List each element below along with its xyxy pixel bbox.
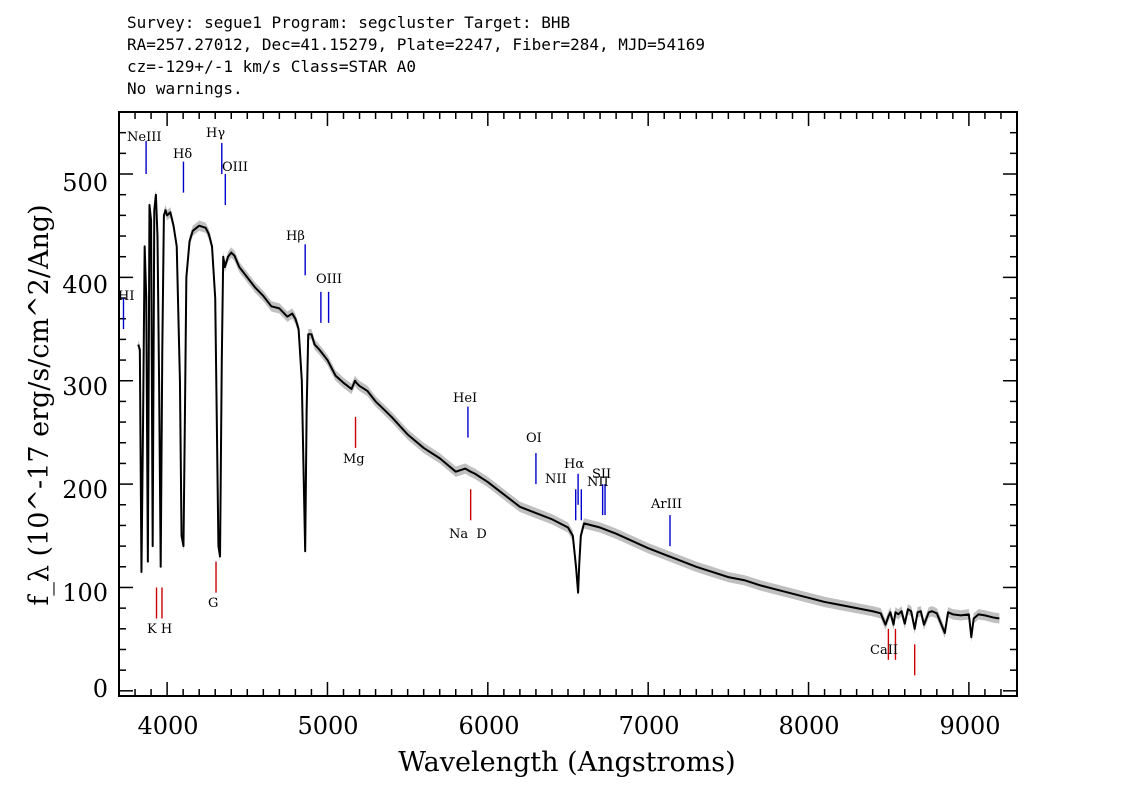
label-OIII-a: OIII: [222, 160, 248, 175]
label-KH: K H: [147, 622, 172, 637]
tick-labels: 4000 5000 6000 7000 8000 9000 0 100 200 …: [62, 169, 1000, 740]
x-tick-label: 4000: [137, 712, 198, 740]
y-tick-label: 500: [62, 169, 108, 197]
label-Hgamma: Hγ: [206, 126, 225, 141]
series-layer: [137, 189, 1000, 643]
line-labels: HI NeIII Hδ Hγ OIII Hβ OIII HeI OI NII H…: [118, 126, 898, 658]
x-tick-label: 8000: [778, 712, 839, 740]
label-Hbeta: Hβ: [286, 229, 305, 244]
label-Halpha: Hα: [564, 457, 584, 472]
y-tick-label: 0: [93, 675, 108, 703]
error-band: [138, 189, 1000, 643]
label-OI: OI: [526, 431, 542, 446]
label-NII: NII: [545, 472, 567, 487]
label-Mg: Mg: [343, 452, 365, 467]
y-tick-label: 300: [62, 373, 108, 401]
spectrum-line: [137, 193, 1000, 639]
header-survey-line: Survey: segue1 Program: segcluster Targe…: [127, 13, 571, 32]
y-axis-title: f_λ (10^-17 erg/s/cm^2/Ang): [24, 204, 55, 605]
header-coords-line: RA=257.27012, Dec=41.15279, Plate=2247, …: [127, 35, 705, 54]
label-ArIII: ArIII: [650, 497, 682, 512]
y-tick-label: 100: [62, 579, 108, 607]
label-NeIII: NeIII: [127, 130, 161, 145]
label-HeI: HeI: [453, 391, 477, 406]
line-markers: [122, 140, 916, 676]
header-redshift-line: cz=-129+/-1 km/s Class=STAR A0: [127, 57, 416, 76]
label-G: G: [208, 596, 218, 611]
label-Hdelta: Hδ: [173, 147, 192, 162]
label-CaII: CaII: [870, 643, 898, 658]
x-tick-label: 7000: [618, 712, 679, 740]
plot-frame: [118, 111, 1018, 697]
label-HI: HI: [118, 289, 134, 304]
spectrum-header: Survey: segue1 Program: segcluster Targe…: [127, 12, 705, 100]
label-OIII-b: OIII: [316, 272, 342, 287]
header-warnings-line: No warnings.: [127, 79, 243, 98]
label-NaD: Na D: [449, 527, 487, 542]
x-tick-label: 6000: [458, 712, 519, 740]
label-NII-b: NII: [587, 475, 609, 490]
x-tick-label: 9000: [939, 712, 1000, 740]
x-axis-title: Wavelength (Angstroms): [398, 747, 735, 778]
axis-ticks: [118, 112, 1018, 696]
y-tick-label: 200: [62, 476, 108, 504]
y-tick-label: 400: [62, 271, 108, 299]
label-SII: SII: [592, 467, 611, 482]
x-tick-label: 5000: [297, 712, 358, 740]
